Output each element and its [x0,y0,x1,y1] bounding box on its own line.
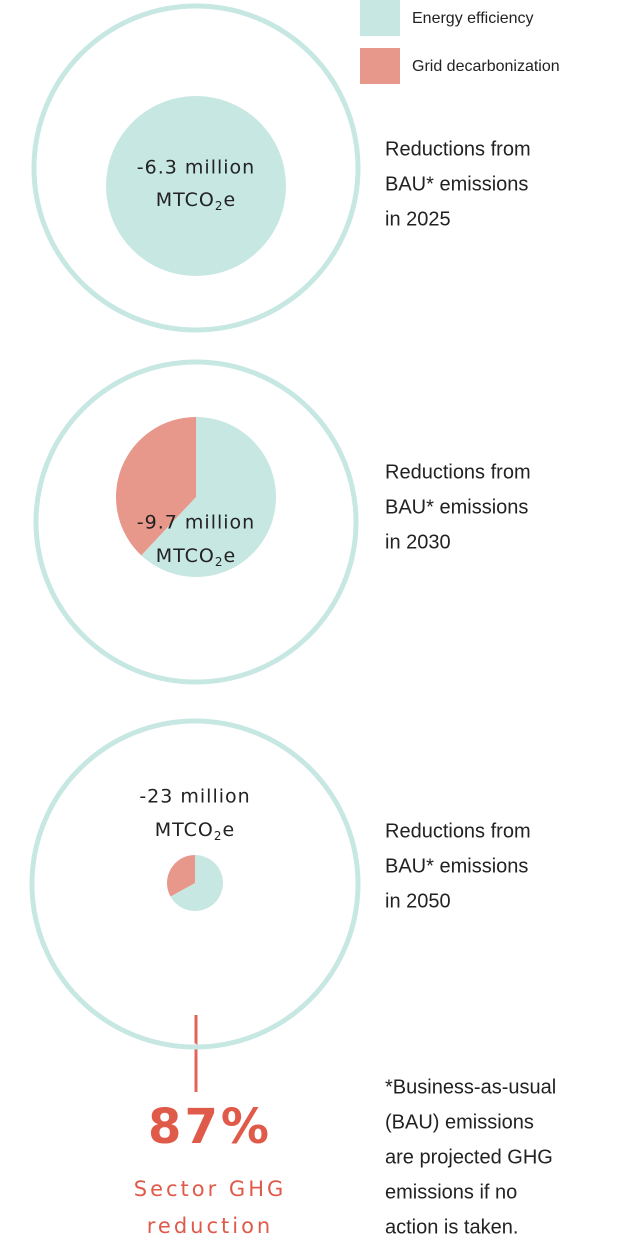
description: in 2050 [385,890,451,912]
unit-label: MTCO2e [156,189,236,213]
highlight-label: Sector GHG [134,1177,287,1201]
pie-slice [167,855,195,897]
description: Reductions from [385,820,531,842]
outer-ring [31,3,361,333]
description: in 2025 [385,208,451,230]
total-label: -23 million [139,786,250,808]
unit: MTCO [156,545,215,567]
description: Reductions from [385,461,531,483]
outer-ring [33,359,359,685]
unit-suffix: e [224,189,237,211]
unit: MTCO [156,189,215,211]
unit-subscript: 2 [214,829,223,843]
unit-label: MTCO2e [156,545,236,569]
description: BAU* emissions [385,173,528,195]
unit-subscript: 2 [215,555,224,569]
legend-swatch [360,0,400,36]
unit-suffix: e [224,545,237,567]
outer-ring [29,718,361,1050]
footnote: action is taken. [385,1216,518,1238]
footnote: emissions if no [385,1181,517,1203]
pie-slice [116,417,196,556]
unit-subscript: 2 [215,199,224,213]
unit: MTCO [155,819,214,841]
outer-ring-inner [34,723,356,1045]
legend-swatch [360,48,400,84]
total-label: -6.3 million [137,157,255,179]
description: BAU* emissions [385,855,528,877]
pie-slice [170,855,224,912]
legend-label: Energy efficiency [412,10,534,27]
total-label: -9.7 million [137,512,255,534]
highlight-label: reduction [147,1214,274,1238]
pie-slice [106,96,286,276]
highlight-value: 87% [148,1099,272,1155]
description: BAU* emissions [385,496,528,518]
legend-label: Grid decarbonization [412,58,560,75]
footnote: *Business-as-usual [385,1076,556,1098]
footnote: (BAU) emissions [385,1111,534,1133]
outer-ring-inner [38,364,354,680]
outer-ring-inner [36,8,356,328]
description: Reductions from [385,138,531,160]
description: in 2030 [385,531,451,553]
unit-label: MTCO2e [155,819,235,843]
footnote: are projected GHG [385,1146,553,1168]
pie-slice [141,417,277,577]
unit-suffix: e [223,819,236,841]
